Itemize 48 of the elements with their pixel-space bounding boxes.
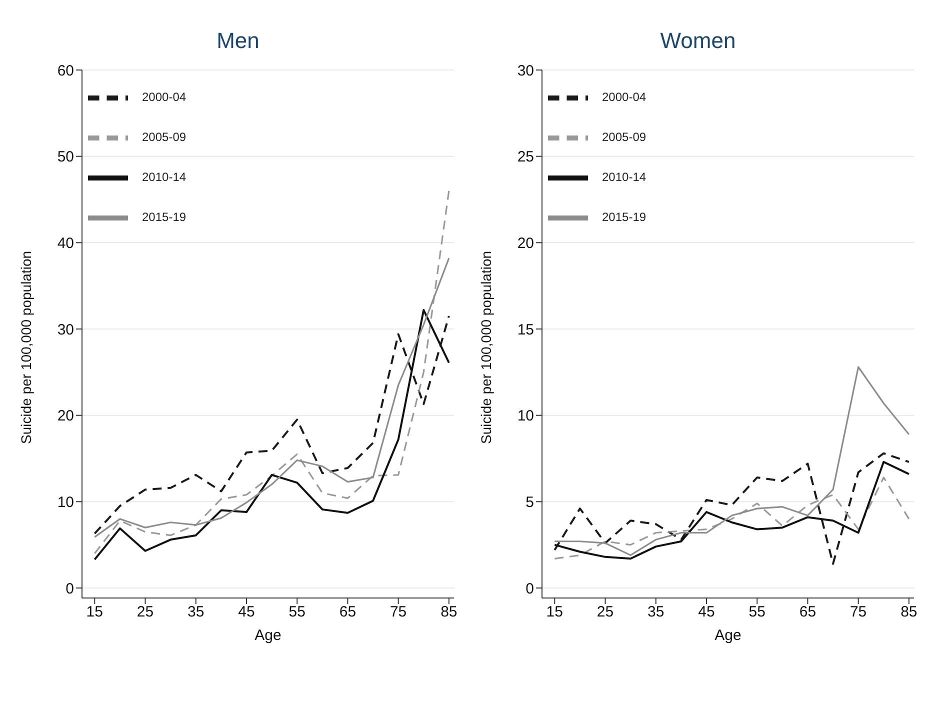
x-tick-label: 15 (86, 604, 103, 621)
y-tick-label: 20 (517, 234, 534, 252)
x-tick-label: 85 (900, 604, 918, 621)
chart-title: Women (659, 28, 737, 55)
line-series (94, 257, 450, 538)
y-tick-label: 5 (526, 494, 534, 511)
x-tick-label: 55 (288, 604, 306, 621)
y-tick-label: 25 (517, 148, 534, 166)
legend-label: 2015-19 (602, 210, 646, 224)
x-tick-label: 45 (698, 604, 715, 621)
y-tick-label: 10 (57, 494, 74, 511)
y-tick-label: 50 (57, 148, 74, 166)
x-tick-label: 45 (238, 604, 255, 621)
y-axis-title: Suicide per 100,000 population (478, 250, 494, 444)
line-series (94, 190, 450, 554)
x-axis-title: Age (714, 627, 742, 644)
legend-label: 2010-14 (602, 170, 646, 184)
x-axis-title: Age (254, 627, 282, 644)
x-tick-label: 25 (136, 604, 154, 621)
x-tick-label: 55 (748, 604, 766, 621)
x-tick-label: 75 (850, 604, 867, 621)
legend-label: 2005-09 (602, 130, 646, 144)
x-tick-label: 65 (339, 604, 356, 621)
x-tick-label: 15 (546, 604, 563, 621)
x-tick-label: 35 (188, 604, 204, 621)
legend-label: 2005-09 (142, 130, 186, 144)
y-tick-label: 0 (526, 580, 534, 598)
x-tick-label: 35 (648, 604, 664, 621)
y-tick-label: 20 (57, 408, 74, 425)
legend-label: 2000-04 (602, 90, 646, 104)
y-tick-label: 40 (57, 234, 74, 252)
legend-label: 2015-19 (142, 210, 186, 224)
y-tick-label: 30 (57, 321, 74, 338)
y-axis-title: Suicide per 100,000 population (18, 250, 34, 444)
y-tick-label: 60 (57, 62, 74, 80)
legend-label: 2000-04 (142, 90, 186, 104)
line-series (554, 476, 910, 560)
y-tick-label: 30 (517, 62, 534, 80)
y-tick-label: 15 (517, 321, 534, 338)
x-tick-label: 25 (596, 604, 614, 621)
x-tick-label: 65 (799, 604, 816, 621)
line-series (554, 366, 910, 556)
chart-title: Men (216, 28, 260, 55)
x-tick-label: 75 (390, 604, 407, 621)
y-tick-label: 0 (66, 580, 74, 598)
legend-label: 2010-14 (142, 170, 186, 184)
y-tick-label: 10 (517, 408, 534, 425)
x-tick-label: 85 (440, 604, 458, 621)
